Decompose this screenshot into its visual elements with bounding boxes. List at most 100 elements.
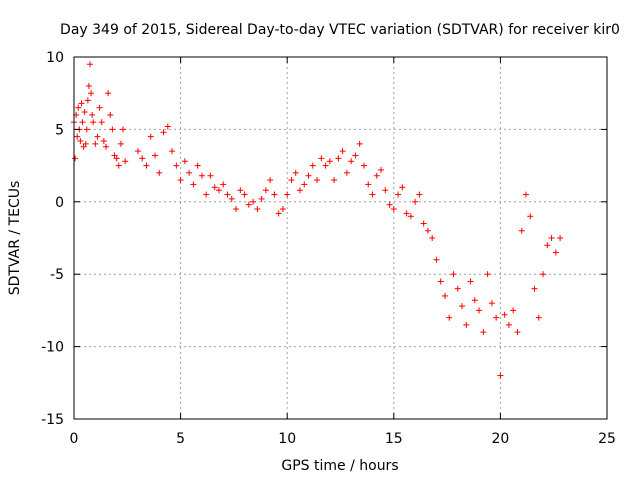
data-point	[173, 162, 180, 169]
data-point	[301, 181, 308, 188]
data-point	[348, 158, 355, 165]
data-point	[275, 210, 282, 217]
data-point	[284, 191, 291, 198]
data-point	[241, 191, 248, 198]
data-point	[527, 213, 534, 220]
data-point	[540, 271, 547, 278]
data-point	[480, 329, 487, 336]
data-point	[90, 119, 97, 126]
x-tick-label: 25	[598, 431, 616, 447]
data-point	[552, 249, 559, 256]
data-point	[416, 191, 423, 198]
data-point	[314, 177, 321, 184]
data-point	[360, 162, 367, 169]
chart-title: Day 349 of 2015, Sidereal Day-to-day VTE…	[60, 22, 620, 38]
data-point	[98, 119, 105, 126]
data-point	[433, 256, 440, 263]
data-point	[514, 329, 521, 336]
y-tick-label: -15	[41, 412, 64, 428]
data-point	[518, 227, 525, 234]
data-point	[271, 191, 278, 198]
data-point	[471, 297, 478, 304]
data-point	[356, 140, 363, 147]
data-point	[82, 140, 89, 147]
data-point	[96, 104, 103, 111]
data-point	[335, 155, 342, 162]
data-point	[92, 140, 99, 147]
data-point	[531, 285, 538, 292]
data-point	[412, 198, 419, 205]
data-point	[74, 133, 81, 140]
y-axis-label: SDTVAR / TECUs	[7, 181, 23, 296]
data-point	[72, 155, 79, 162]
axis-ticks	[73, 56, 608, 420]
data-point	[557, 235, 564, 241]
data-point	[463, 321, 470, 328]
data-point	[177, 177, 184, 184]
data-point	[228, 195, 235, 202]
data-point	[441, 292, 448, 299]
data-point	[117, 140, 124, 147]
data-point	[497, 372, 504, 379]
data-point	[296, 187, 303, 194]
data-point	[386, 201, 393, 208]
data-point	[365, 181, 372, 188]
data-point	[390, 206, 397, 213]
data-point	[420, 220, 427, 227]
y-tick-label: 5	[55, 122, 64, 138]
data-point	[79, 119, 86, 126]
x-tick-label: 10	[278, 431, 296, 447]
data-point	[215, 187, 222, 194]
data-point	[100, 137, 107, 144]
data-point	[156, 169, 163, 176]
data-point	[467, 278, 474, 285]
data-point	[86, 61, 93, 68]
x-tick-label: 0	[70, 431, 79, 447]
data-point	[544, 242, 551, 249]
data-point	[424, 227, 431, 234]
data-point	[399, 184, 406, 191]
data-point	[450, 271, 457, 278]
data-point	[378, 166, 385, 173]
data-point	[309, 162, 316, 169]
data-point	[254, 206, 261, 213]
x-tick-label: 15	[385, 431, 403, 447]
data-point	[233, 206, 240, 213]
data-point	[352, 152, 359, 159]
data-point	[81, 109, 88, 116]
data-point	[203, 191, 210, 198]
x-tick-labels: 0 5 10 15 20 25	[70, 431, 616, 447]
data-point	[75, 104, 82, 111]
data-point	[339, 148, 346, 155]
data-point	[139, 155, 146, 162]
data-point	[207, 172, 214, 179]
x-axis-label: GPS time / hours	[281, 458, 398, 474]
data-point	[120, 126, 127, 133]
data-point	[211, 184, 218, 191]
data-point	[88, 90, 95, 97]
data-point	[83, 126, 90, 133]
y-tick-label: 10	[46, 50, 64, 66]
y-tick-label: -10	[41, 340, 64, 356]
data-point	[105, 90, 112, 97]
data-point	[109, 126, 116, 133]
data-point	[181, 158, 188, 165]
data-point	[190, 181, 197, 188]
data-point	[305, 172, 312, 179]
data-point	[113, 155, 120, 162]
data-point	[484, 271, 491, 278]
y-tick-label: -5	[50, 267, 64, 283]
data-point	[288, 177, 295, 184]
data-point	[454, 285, 461, 292]
data-point	[164, 123, 171, 130]
data-point	[429, 235, 436, 241]
data-point	[331, 177, 338, 184]
data-points	[71, 61, 564, 379]
data-point	[102, 143, 109, 150]
data-point	[318, 155, 325, 162]
data-point	[122, 158, 129, 165]
data-point	[250, 198, 257, 205]
data-point	[94, 133, 101, 140]
data-point	[147, 133, 154, 140]
